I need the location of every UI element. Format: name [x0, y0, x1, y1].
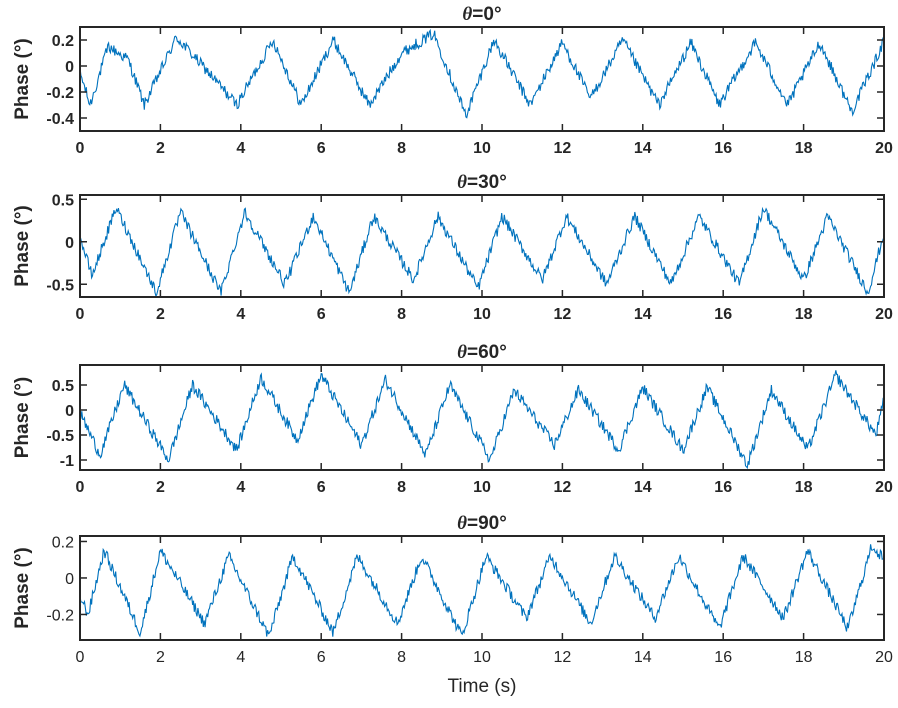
y-tick-label: -0.5 — [46, 277, 74, 294]
x-tick-label: 18 — [795, 140, 813, 157]
x-tick-label: 20 — [875, 649, 893, 666]
title-angle-value: =0° — [472, 4, 501, 25]
x-tick-label: 14 — [634, 306, 652, 323]
data-line — [79, 370, 885, 470]
title-angle-value: =60° — [467, 342, 507, 363]
x-tick-label: 10 — [473, 140, 491, 157]
subplot-1: 0 2 4 6 8 10 12 14 16 18 20 -0.4 -0.2 0 0.2 Phase (°) θ=… — [12, 4, 893, 157]
y-tick-label: -0.2 — [46, 607, 74, 624]
x-tick-label: 12 — [554, 140, 572, 157]
x-tick-label: 6 — [317, 140, 326, 157]
title-theta-symbol: θ — [457, 172, 467, 193]
x-tick-label: 18 — [795, 306, 813, 323]
y-tick-label: -0.5 — [46, 428, 74, 445]
title-theta-symbol: θ — [462, 4, 472, 25]
x-tick-label: 14 — [634, 479, 652, 496]
y-tick-label: -0.4 — [46, 111, 74, 128]
x-tick-label: 2 — [156, 140, 165, 157]
x-tick-label: 20 — [875, 140, 893, 157]
x-tick-label: 0 — [76, 479, 85, 496]
x-tick-label: 14 — [634, 140, 652, 157]
x-tick-label: 20 — [875, 479, 893, 496]
y-axis-label: Phase (°) — [12, 377, 33, 459]
y-tick-label: 0 — [65, 403, 74, 420]
x-tick-label: 8 — [397, 140, 406, 157]
y-tick-label: 0 — [65, 59, 74, 76]
y-tick-label: -1 — [60, 453, 74, 470]
x-tick-label: 10 — [473, 649, 491, 666]
x-tick-label: 2 — [156, 479, 165, 496]
x-tick-label: 16 — [714, 306, 732, 323]
x-tick-label: 14 — [634, 649, 652, 666]
x-tick-label: 16 — [714, 140, 732, 157]
subplot-4: 0 2 4 6 8 10 12 14 16 18 20 -0.2 0 0.2 Phase (°) θ=90° T… — [12, 513, 893, 697]
y-tick-label: 0 — [65, 571, 74, 588]
title-angle-value: =30° — [467, 172, 507, 193]
x-tick-label: 16 — [714, 479, 732, 496]
axes-box — [79, 26, 885, 132]
x-tick-label: 8 — [397, 479, 406, 496]
x-tick-label: 6 — [317, 649, 326, 666]
x-tick-label: 4 — [236, 479, 245, 496]
data-line — [79, 206, 885, 298]
x-tick-label: 0 — [76, 649, 85, 666]
x-axis-label: Time (s) — [448, 676, 517, 697]
y-tick-label: -0.2 — [46, 85, 74, 102]
subplot-title: θ=90° — [457, 513, 507, 534]
title-theta-symbol: θ — [457, 513, 467, 534]
y-axis-label: Phase (°) — [12, 547, 33, 629]
x-tick-label: 0 — [76, 140, 85, 157]
y-tick-label: 0.5 — [52, 378, 74, 395]
x-tick-label: 18 — [795, 649, 813, 666]
x-tick-label: 16 — [714, 649, 732, 666]
x-tick-label: 12 — [554, 306, 572, 323]
x-tick-label: 12 — [554, 649, 572, 666]
x-tick-label: 2 — [156, 306, 165, 323]
x-tick-label: 6 — [317, 479, 326, 496]
y-axis-label: Phase (°) — [12, 38, 33, 120]
subplot-title: θ=30° — [457, 172, 507, 193]
x-tick-label: 8 — [397, 306, 406, 323]
x-tick-label: 10 — [473, 306, 491, 323]
subplot-title: θ=60° — [457, 342, 507, 363]
y-tick-label: 0.5 — [52, 192, 74, 209]
x-tick-label: 2 — [156, 649, 165, 666]
x-tick-label: 10 — [473, 479, 491, 496]
x-tick-label: 8 — [397, 649, 406, 666]
data-line — [79, 28, 885, 119]
y-tick-label: 0 — [65, 235, 74, 252]
y-tick-label: 0.2 — [52, 534, 74, 551]
x-tick-label: 4 — [236, 140, 245, 157]
data-line — [79, 544, 885, 638]
x-tick-label: 4 — [236, 306, 245, 323]
title-theta-symbol: θ — [457, 342, 467, 363]
x-tick-label: 12 — [554, 479, 572, 496]
x-tick-label: 4 — [236, 649, 245, 666]
y-axis-label: Phase (°) — [12, 205, 33, 287]
title-angle-value: =90° — [467, 513, 507, 534]
x-tick-label: 0 — [76, 306, 85, 323]
y-tick-label: 0.2 — [52, 33, 74, 50]
subplot-title: θ=0° — [462, 4, 501, 25]
x-tick-label: 6 — [317, 306, 326, 323]
x-tick-label: 18 — [795, 479, 813, 496]
subplot-3: 0 2 4 6 8 10 12 14 16 18 20 -1 -0.5 0 0.5 Phase (°) θ=60… — [12, 342, 893, 496]
x-tick-label: 20 — [875, 306, 893, 323]
